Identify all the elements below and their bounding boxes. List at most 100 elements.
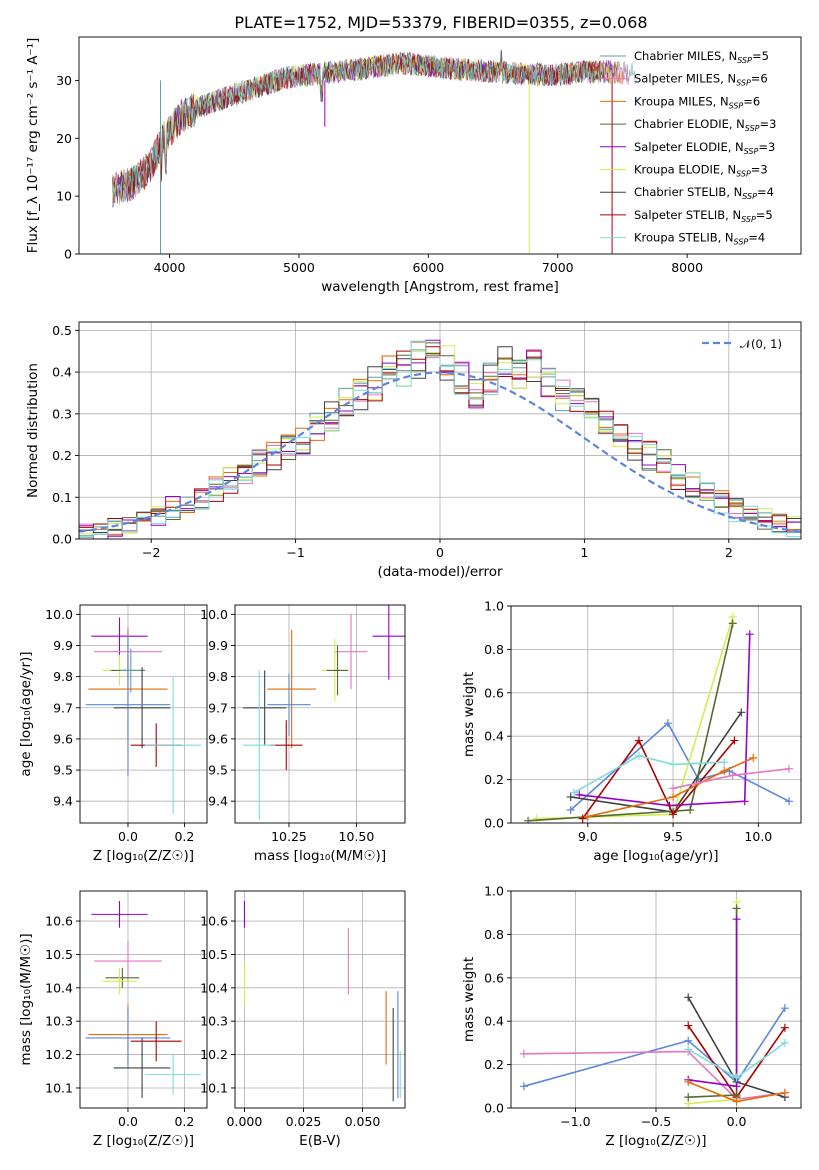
marker <box>728 619 737 628</box>
x-tick-label: 6000 <box>412 260 444 275</box>
y-tick-label: 0.0 <box>484 816 504 831</box>
marker <box>566 805 575 814</box>
y-tick-label: 0.6 <box>484 685 504 700</box>
legend-sub: SSP <box>745 124 760 133</box>
marker <box>684 1093 693 1102</box>
y-tick-label: 10.6 <box>45 914 73 929</box>
legend-sub: SSP <box>744 147 759 156</box>
legend-label: Salpeter STELIB, NSSP=5 <box>634 208 773 224</box>
plot-frame <box>78 36 802 255</box>
plot-area <box>243 901 401 1102</box>
x-axis-label: Z [log₁₀(Z/Z☉)] <box>605 1133 706 1149</box>
histogram-step <box>79 340 801 538</box>
legend-rest: =3 <box>760 117 777 131</box>
plot-area <box>243 605 405 820</box>
weight-line <box>528 623 734 822</box>
y-tick-label: 0.4 <box>484 729 504 744</box>
marker <box>684 993 693 1002</box>
weight-line <box>579 634 751 807</box>
mass-vs-metallicity-panel: 0.0 0.2 10.1 10.2 10.3 10.4 10.5 10.6 Z [log₁₀(Z… <box>18 890 208 1149</box>
x-tick-label: 4000 <box>154 260 186 275</box>
y-tick-label: 0.5 <box>52 323 72 338</box>
y-tick-label: 10.1 <box>200 1080 228 1095</box>
marker <box>663 719 672 728</box>
y-tick-label: 10.0 <box>200 607 228 622</box>
plot-area <box>524 612 794 823</box>
y-tick-label: 9.7 <box>53 700 73 715</box>
legend-sub: SSP <box>737 56 752 65</box>
legend-sub: SSP <box>734 238 749 247</box>
x-tick-label: −1.0 <box>560 1114 590 1129</box>
gaussian-curve <box>79 371 801 533</box>
y-tick-label: 0.4 <box>52 365 72 380</box>
legend-label: Kroupa ELODIE, NSSP=3 <box>634 163 768 179</box>
spectrum-line <box>112 49 595 205</box>
y-tick-label: 10.4 <box>45 980 73 995</box>
x-tick-label: 10.25 <box>271 829 307 844</box>
marker <box>728 771 737 780</box>
y-tick-label: 0.0 <box>484 1101 504 1116</box>
x-tick-label: 8000 <box>671 260 703 275</box>
y-tick-label: 10.1 <box>45 1080 73 1095</box>
x-tick-label: 1 <box>580 545 588 560</box>
x-axis-label: E(B-V) <box>299 1133 341 1149</box>
legend-sub: SSP <box>736 170 751 179</box>
plot-area <box>79 339 801 539</box>
x-tick-label: 7000 <box>542 260 574 275</box>
y-tick-label: 0.2 <box>52 448 72 463</box>
x-tick-label: 0.025 <box>286 1114 322 1129</box>
legend-sub: SSP <box>729 101 744 110</box>
y-tick-label: 1.0 <box>484 884 504 899</box>
legend-label: Kroupa STELIB, NSSP=4 <box>634 231 765 247</box>
legend-rest: =4 <box>757 185 774 199</box>
marker <box>524 816 533 823</box>
marker <box>532 814 541 823</box>
x-tick-label: 0.0 <box>727 1114 747 1129</box>
marker <box>737 708 746 717</box>
x-axis-label: age [log₁₀(age/yr)] <box>593 848 718 864</box>
mass-weight-vs-metallicity-panel: −1.0 −0.5 0.0 0.0 0.2 0.4 0.6 0.8 1.0 Z [log₁₀(Z/… <box>461 884 802 1149</box>
weight-line <box>523 1050 786 1101</box>
x-tick-label: 0.2 <box>174 829 194 844</box>
marker <box>684 1021 693 1030</box>
y-tick-label: 30 <box>56 73 72 88</box>
marker <box>785 764 794 773</box>
y-tick-label: 9.6 <box>53 731 73 746</box>
marker <box>684 1036 693 1045</box>
legend-rest: =6 <box>743 94 760 108</box>
plot-area <box>519 897 789 1108</box>
x-tick-label: 9.5 <box>663 829 683 844</box>
y-axis-label: mass weight <box>461 957 477 1042</box>
weight-line <box>587 757 754 818</box>
y-tick-label: 9.9 <box>208 638 228 653</box>
marker <box>519 1082 528 1091</box>
y-tick-label: 9.8 <box>53 669 73 684</box>
x-tick-label: 10.0 <box>744 829 772 844</box>
x-tick-label: 2 <box>725 545 733 560</box>
marker <box>578 814 587 823</box>
y-tick-label: 0.0 <box>52 532 72 547</box>
marker <box>684 1045 693 1054</box>
marker <box>669 792 678 801</box>
plot-frame <box>234 890 406 1109</box>
plot-frame <box>510 890 802 1109</box>
x-tick-label: −2 <box>142 545 160 560</box>
x-tick-label: 0.000 <box>227 1114 263 1129</box>
plot-frame <box>510 605 802 824</box>
y-tick-label: 1.0 <box>484 599 504 614</box>
spectrum-panel: 4000 5000 6000 7000 8000 0 10 20 30 wavelength [A… <box>25 36 802 295</box>
marker <box>669 760 678 769</box>
y-tick-label: 10.4 <box>200 980 228 995</box>
legend-label: Chabrier STELIB, NSSP=4 <box>634 185 774 201</box>
y-axis-label: mass weight <box>461 672 477 757</box>
y-tick-label: 0.6 <box>484 970 504 985</box>
x-tick-label: −0.5 <box>641 1114 671 1129</box>
y-tick-label: 20 <box>56 131 72 146</box>
legend-rest: =5 <box>752 49 769 63</box>
marker <box>780 1038 789 1047</box>
marker <box>732 915 741 924</box>
y-tick-label: 0.2 <box>484 1057 504 1072</box>
figure-title: PLATE=1752, MJD=53379, FIBERID=0355, z=0… <box>234 13 647 32</box>
marker <box>780 1023 789 1032</box>
y-axis-label: mass [log₁₀(M/M☉)] <box>18 933 34 1065</box>
